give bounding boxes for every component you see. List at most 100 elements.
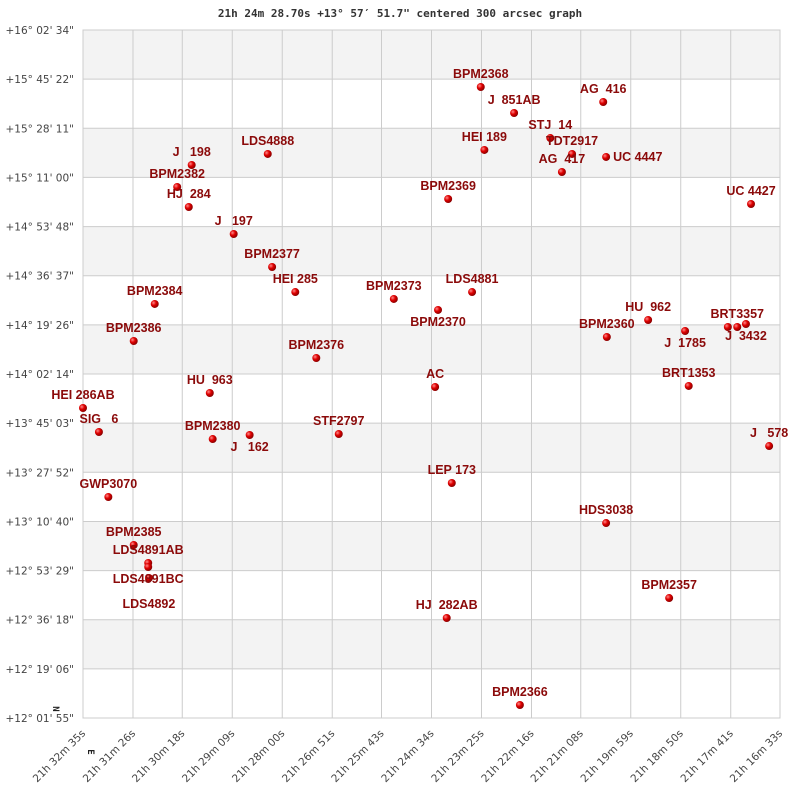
- compass-north-label: N: [50, 706, 60, 711]
- y-tick-label: +13° 27' 52": [5, 467, 74, 479]
- star-marker: [208, 435, 217, 444]
- y-tick-label: +13° 10' 40": [5, 516, 74, 528]
- star-label: BPM2382: [149, 167, 205, 181]
- star-marker: [205, 388, 214, 397]
- star-label: HU 963: [187, 373, 233, 387]
- star-marker: [431, 382, 440, 391]
- star-marker: [444, 195, 453, 204]
- star-marker: [144, 563, 153, 572]
- star-marker: [150, 299, 159, 308]
- y-tick-label: +12° 36' 18": [5, 615, 74, 627]
- star-label: STF2797: [313, 414, 364, 428]
- star-marker: [334, 430, 343, 439]
- star-label: BPM2376: [289, 338, 345, 352]
- star-label: BPM2386: [106, 321, 162, 335]
- star-label: STJ 14: [528, 118, 572, 132]
- star-label: LDS4891AB: [113, 543, 184, 557]
- star-label: LDS4888: [241, 134, 294, 148]
- star-label: J 578: [750, 426, 788, 440]
- star-label: AC: [426, 367, 444, 381]
- y-tick-label: +15° 45' 22": [5, 74, 74, 86]
- star-label: BPM2366: [492, 685, 548, 699]
- star-label: BRT3357: [711, 307, 765, 321]
- star-label: BPM2384: [127, 284, 183, 298]
- star-marker: [681, 326, 690, 335]
- star-label: BPM2385: [106, 525, 162, 539]
- star-marker: [268, 263, 277, 272]
- star-marker: [442, 613, 451, 622]
- star-label: HJ 282AB: [416, 598, 478, 612]
- star-label: UC 4447: [613, 150, 662, 164]
- grid-lines: [82, 29, 781, 719]
- y-tick-label: +15° 28' 11": [5, 123, 74, 135]
- star-label: SIG 6: [79, 412, 118, 426]
- star-label: J 851AB: [488, 93, 541, 107]
- star-label: HDS3038: [579, 503, 633, 517]
- star-label: J 162: [231, 440, 269, 454]
- star-label: BPM2368: [453, 67, 509, 81]
- star-marker: [173, 183, 182, 192]
- star-marker: [747, 200, 756, 209]
- star-marker: [104, 493, 113, 502]
- star-label: HJ 284: [167, 187, 211, 201]
- star-marker: [245, 431, 254, 440]
- star-label: GWP3070: [80, 477, 138, 491]
- star-marker: [229, 229, 238, 238]
- y-tick-label: +14° 53' 48": [5, 222, 74, 234]
- star-marker: [187, 160, 196, 169]
- y-tick-label: +12° 01' 55": [5, 713, 74, 725]
- y-tick-label: +14° 19' 26": [5, 320, 74, 332]
- star-marker: [546, 134, 555, 143]
- star-label: UC 4427: [726, 184, 775, 198]
- star-label: BPM2377: [244, 247, 300, 261]
- star-label: BRT1353: [662, 366, 716, 380]
- y-tick-label: +12° 19' 06": [5, 664, 74, 676]
- plot-border: [82, 29, 781, 719]
- star-label: HU 962: [625, 300, 671, 314]
- star-marker: [644, 315, 653, 324]
- star-marker: [312, 354, 321, 363]
- star-label: LEP 173: [428, 463, 476, 477]
- chart-title: 21h 24m 28.70s +13° 57′ 51.7" centered 3…: [218, 7, 582, 20]
- star-label: BPM2380: [185, 419, 241, 433]
- compass-east-label: E: [85, 749, 95, 754]
- star-marker: [684, 381, 693, 390]
- star-label: BPM2373: [366, 279, 422, 293]
- y-tick-label: +16° 02' 34": [5, 25, 74, 37]
- star-label: BPM2360: [579, 317, 635, 331]
- star-marker: [476, 82, 485, 91]
- star-label: BPM2369: [420, 179, 476, 193]
- y-tick-label: +14° 02' 14": [5, 369, 74, 381]
- star-marker: [447, 478, 456, 487]
- star-marker: [602, 333, 611, 342]
- star-marker: [602, 519, 611, 528]
- point-labels: BPM2368 J 851AB AG 416 HEI 189 STJ 14 TDT2917…: [51, 67, 788, 699]
- star-label: BPM2357: [641, 578, 697, 592]
- star-marker: [510, 109, 519, 118]
- star-marker: [94, 428, 103, 437]
- star-label: BPM2370: [410, 315, 466, 329]
- star-marker: [515, 700, 524, 709]
- star-marker: [129, 337, 138, 346]
- star-marker: [434, 305, 443, 314]
- star-label: AG 417: [539, 152, 586, 166]
- star-marker: [389, 294, 398, 303]
- star-label: HEI 286AB: [51, 388, 114, 402]
- star-marker: [723, 322, 732, 331]
- x-tick-label: 21h 16m 33s: [728, 728, 785, 785]
- star-marker: [602, 152, 611, 161]
- y-tick-label: +12° 53' 29": [5, 566, 74, 578]
- star-marker: [79, 403, 87, 412]
- star-marker: [665, 594, 674, 603]
- star-label: HEI 285: [273, 272, 318, 286]
- star-label: J 3432: [725, 329, 767, 343]
- star-marker: [480, 145, 489, 154]
- star-marker: [184, 203, 193, 212]
- y-tick-label: +15° 11' 00": [5, 172, 74, 184]
- star-marker: [468, 288, 477, 297]
- star-label: TDT2917: [546, 134, 598, 148]
- star-label: LDS4892: [123, 597, 176, 611]
- star-label: J 197: [215, 214, 253, 228]
- star-label: LDS4881: [446, 272, 499, 286]
